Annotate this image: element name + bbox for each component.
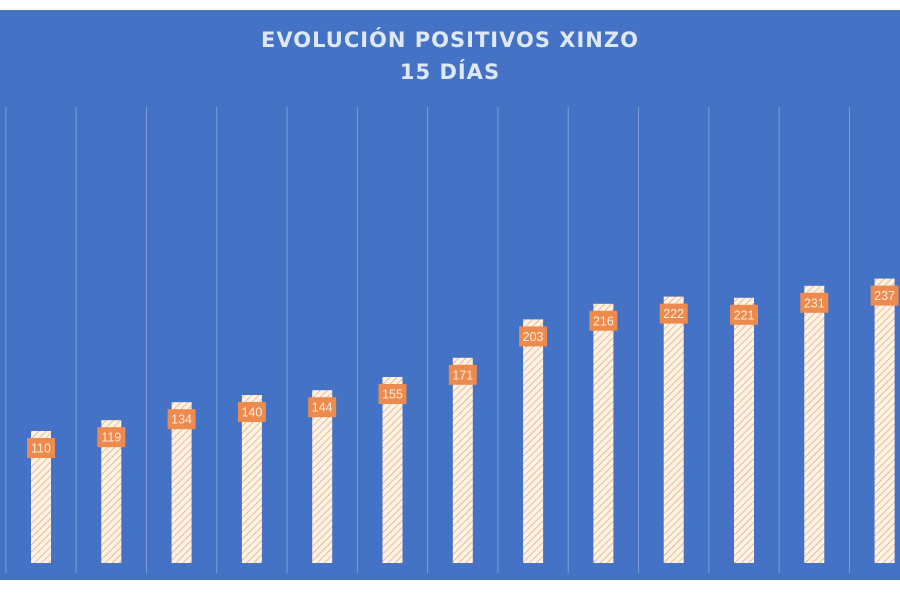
x-tick-label: 15: [315, 577, 329, 580]
bar: [804, 285, 825, 563]
data-label: 110: [31, 442, 51, 456]
data-label: 144: [312, 401, 333, 415]
data-label: 203: [523, 330, 544, 344]
data-label-box: [800, 292, 829, 313]
data-label: 221: [734, 308, 755, 322]
chart-title: EVOLUCIÓN POSITIVOS XINZO: [261, 28, 639, 52]
data-label-box: [308, 397, 337, 418]
data-label-box: [589, 310, 618, 331]
data-label-box: [27, 438, 55, 458]
x-tick-label: 14: [245, 577, 259, 580]
data-label: 134: [171, 413, 192, 427]
x-tick-label: 18: [526, 577, 540, 580]
data-label-box: [659, 303, 688, 324]
data-label-box: [730, 304, 758, 325]
bar: [101, 420, 122, 563]
x-tick-label: 20: [666, 577, 680, 580]
bar: [31, 431, 51, 563]
data-label: 119: [101, 431, 121, 445]
bar: [241, 395, 262, 563]
chart-subtitle: 15 DÍAS: [399, 60, 501, 84]
data-label-box: [870, 285, 899, 306]
x-tick-label: 21: [737, 577, 751, 580]
data-label: 216: [593, 314, 614, 328]
bar: [452, 357, 473, 563]
bar: [593, 303, 614, 563]
x-tick-label: 16: [385, 577, 399, 580]
data-label: 155: [382, 388, 403, 402]
data-label-box: [448, 364, 477, 385]
data-label-box: [237, 402, 266, 422]
data-label-box: [97, 427, 126, 448]
x-tick-label: 22: [807, 577, 821, 580]
x-tick-label: 11: [34, 577, 48, 580]
bar: [382, 377, 403, 563]
x-tick-label: 17: [456, 577, 470, 580]
bar: [874, 278, 895, 563]
bar: [523, 319, 544, 563]
bar: [171, 402, 192, 563]
bar: [312, 390, 333, 563]
data-label: 231: [804, 296, 825, 310]
x-tick-label: 13: [174, 577, 188, 580]
x-tick-label: 12: [104, 577, 118, 580]
data-label: 140: [241, 406, 262, 420]
x-tick-label: 23: [877, 577, 891, 580]
data-label: 237: [874, 289, 895, 303]
data-label: 222: [663, 307, 684, 321]
data-label-box: [378, 384, 407, 404]
chart-area: EVOLUCIÓN POSITIVOS XINZO 15 DÍAS 110111…: [0, 10, 900, 580]
data-label-box: [167, 409, 196, 430]
data-label-box: [519, 326, 548, 347]
bar: [663, 296, 684, 563]
bar-plot: 110 11 119 12 134 13 140 14 144 15 155 16 171 17 203 18…: [5, 107, 899, 580]
x-tick-label: 19: [596, 577, 610, 580]
data-label: 171: [452, 368, 473, 382]
bar: [734, 297, 754, 563]
